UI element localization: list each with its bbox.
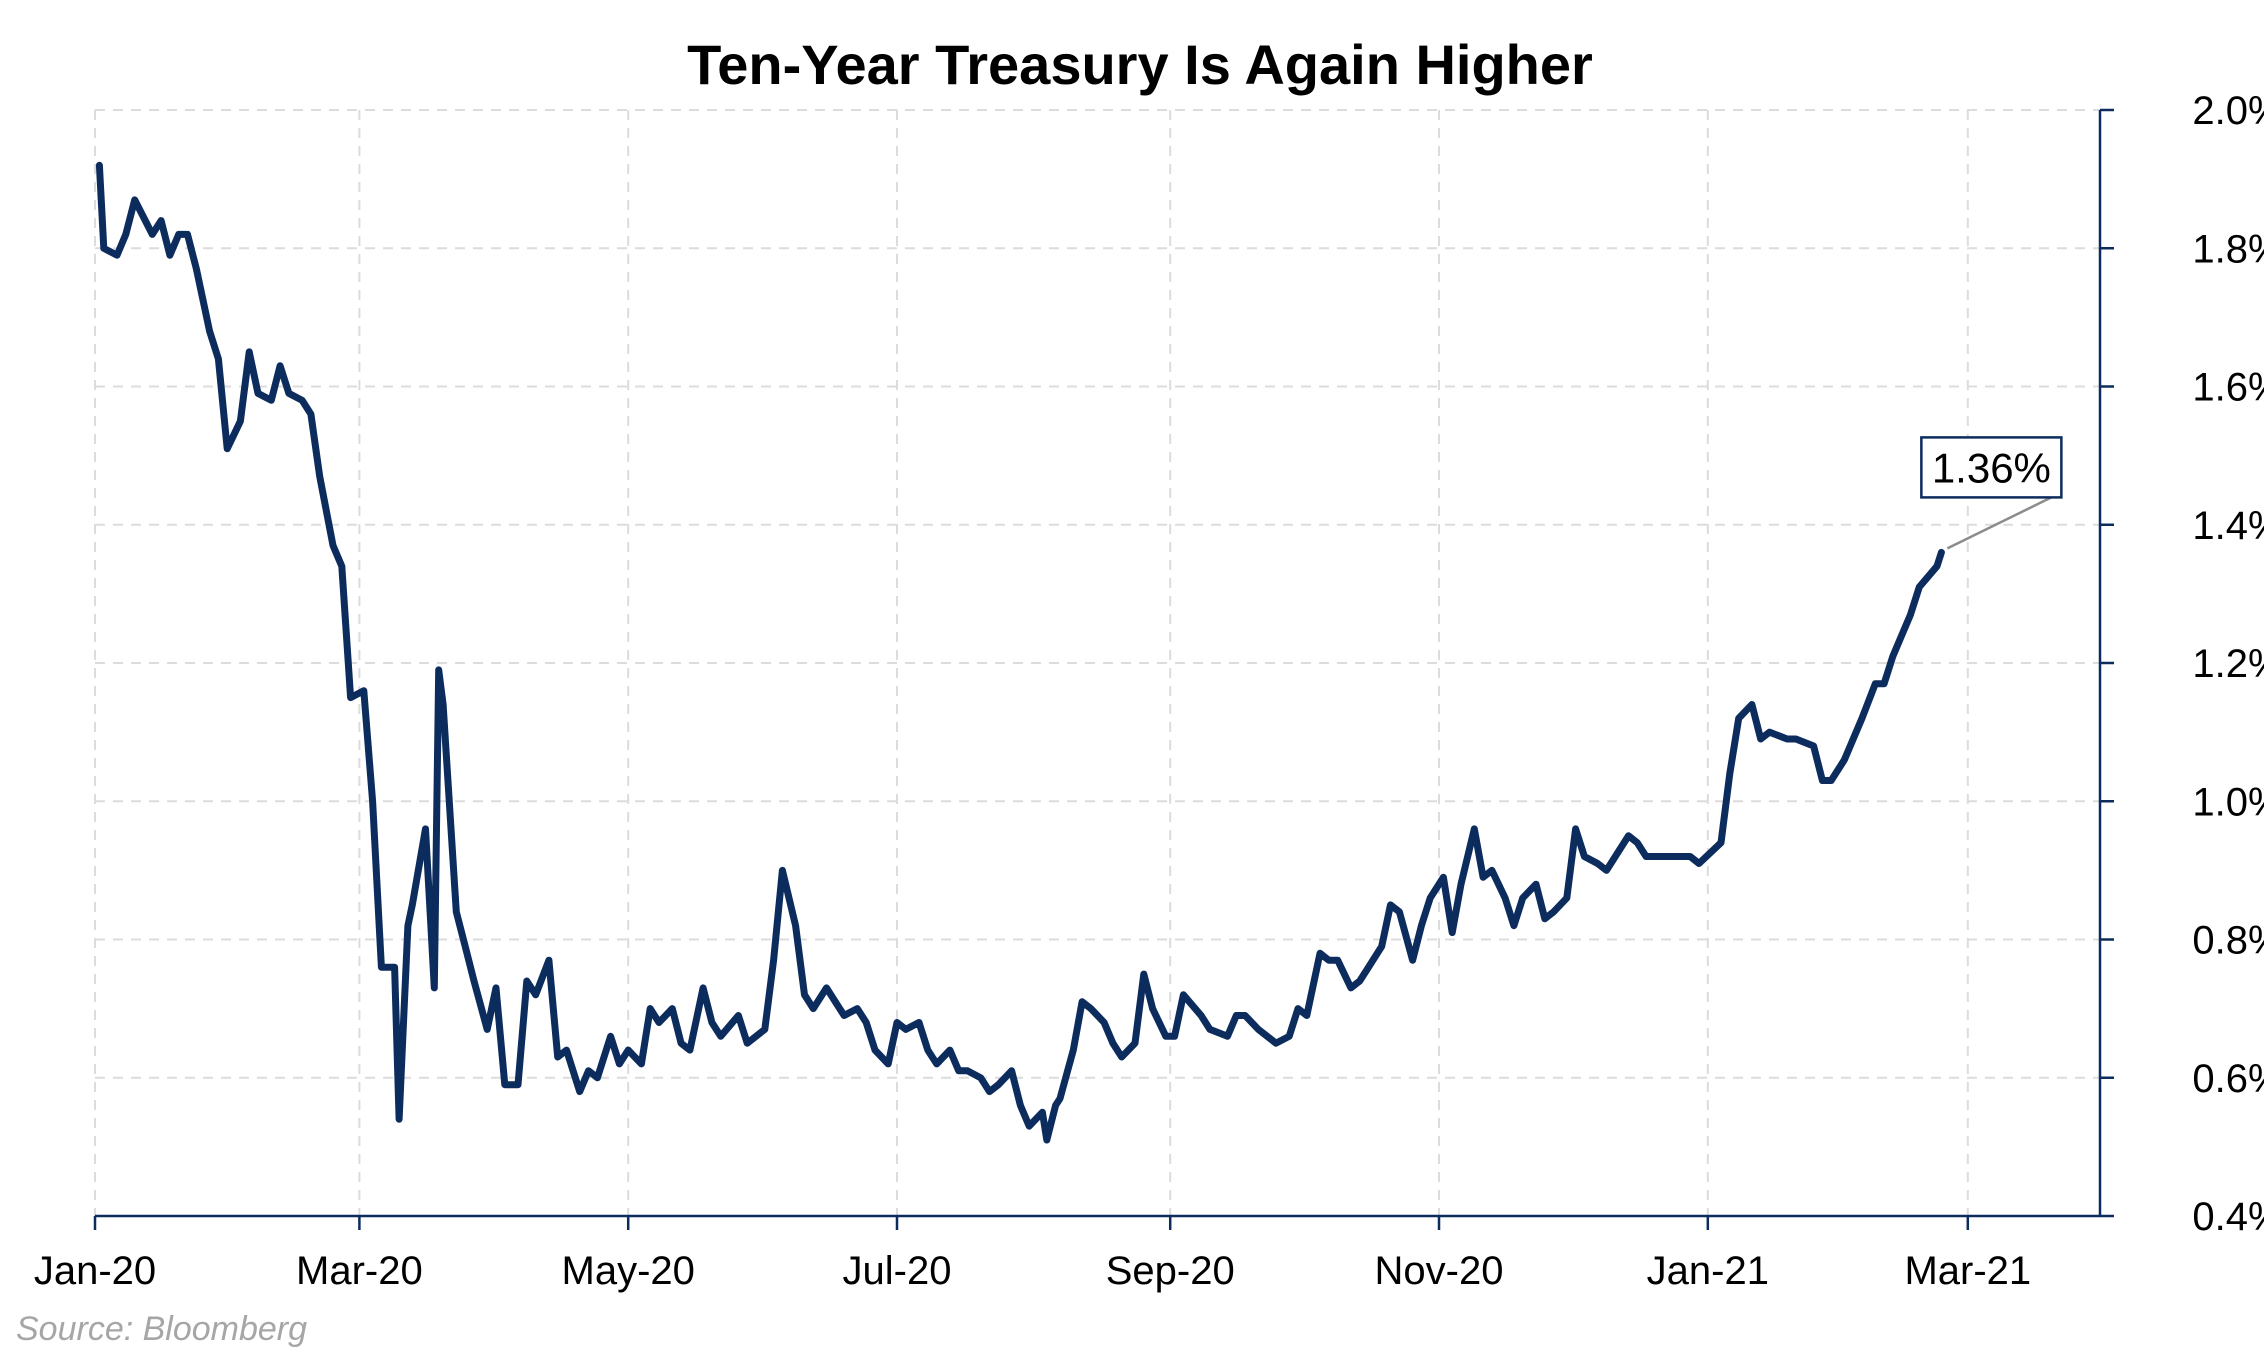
chart-title: Ten-Year Treasury Is Again Higher	[687, 33, 1593, 96]
yield-series-line	[95, 161, 1945, 1144]
y-tick-label: 0.6%	[2192, 1057, 2264, 1101]
y-tick-label: 1.2%	[2192, 642, 2264, 686]
x-tick-label: May-20	[562, 1249, 695, 1293]
x-axis-ticks: Jan-20 Mar-20 May-20 Jul-20 Sep-20 Nov-20 Jan-…	[34, 1216, 2031, 1293]
source-note: Source: Bloomberg	[16, 1310, 307, 1348]
x-tick-label: Nov-20	[1375, 1249, 1504, 1293]
x-tick-label: Mar-20	[296, 1249, 423, 1293]
y-tick-label: 1.6%	[2192, 366, 2264, 410]
last-value-callout: 1.36%	[1920, 436, 2063, 550]
y-axis-ticks: 0.4% 0.6% 0.8% 1.0% 1.2% 1.4% 1.6% 1.8% 2.0%	[2100, 89, 2264, 1239]
y-tick-label: 1.0%	[2192, 780, 2264, 824]
x-tick-label: Mar-21	[1904, 1249, 2031, 1293]
y-tick-label: 0.8%	[2192, 919, 2264, 963]
y-tick-label: 2.0%	[2192, 89, 2264, 133]
y-tick-label: 1.4%	[2192, 504, 2264, 548]
x-tick-label: Jan-20	[34, 1249, 156, 1293]
x-tick-label: Jan-21	[1647, 1249, 1769, 1293]
callout-box	[1920, 436, 2063, 499]
y-tick-label: 1.8%	[2192, 227, 2264, 271]
y-tick-label: 0.4%	[2192, 1195, 2264, 1239]
callout-leader-line	[1946, 496, 2052, 550]
callout-label: 1.36%	[1932, 444, 2051, 491]
x-tick-label: Sep-20	[1106, 1249, 1235, 1293]
x-tick-label: Jul-20	[843, 1249, 952, 1293]
